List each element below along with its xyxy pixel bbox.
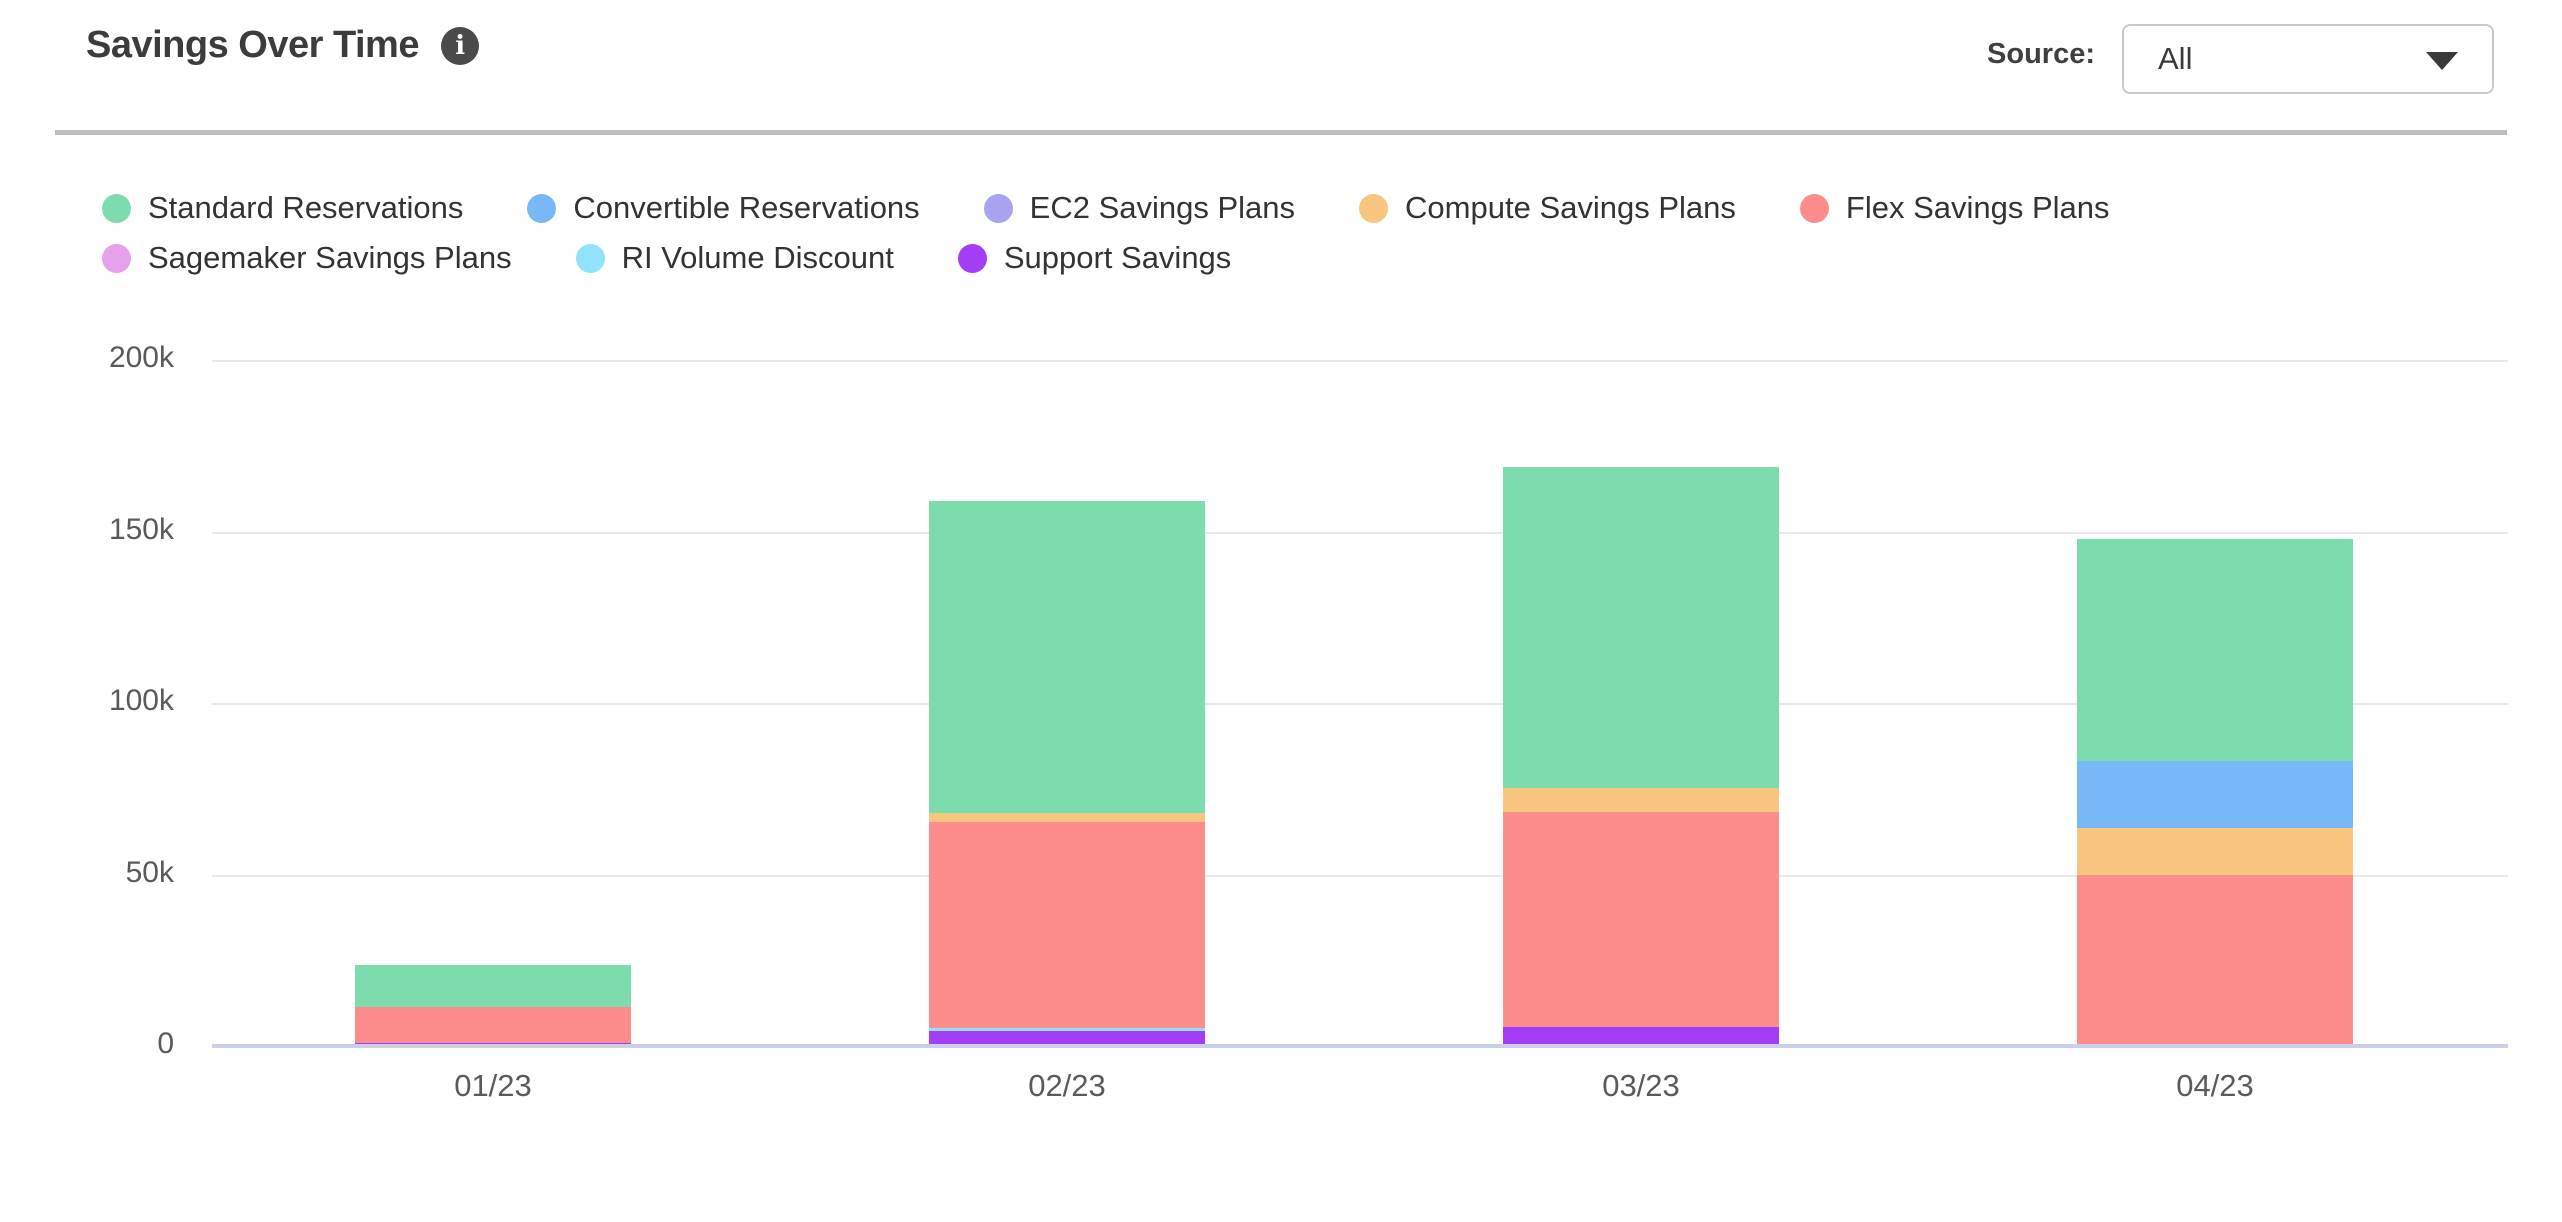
bar-segment-flex-savings-plans[interactable] [355,1007,631,1043]
bar-03-23 [1503,467,1779,1046]
bar-01-23 [355,965,631,1046]
legend-item-convertible-reservations[interactable]: Convertible Reservations [527,190,920,226]
info-icon[interactable]: i [440,26,479,65]
legend-row: Standard Reservations Convertible Reserva… [102,190,2110,226]
legend-swatch-icon [102,193,131,223]
legend-label: RI Volume Discount [621,240,894,275]
legend-item-ec2-savings-plans[interactable]: EC2 Savings Plans [983,190,1296,226]
gridline [212,531,2508,534]
legend-swatch-icon [102,243,131,273]
bar-segment-standard-reservations[interactable] [1503,467,1779,789]
bar-segment-ri-volume-discount[interactable] [929,1027,1205,1031]
chart-legend: Standard Reservations Convertible Reserva… [102,190,2110,276]
legend-item-sagemaker-savings-plans[interactable]: Sagemaker Savings Plans [102,240,512,276]
bar-segment-standard-reservations[interactable] [929,500,1205,813]
x-axis-tick-label: 04/23 [2176,1068,2254,1103]
bar-02-23 [929,500,1205,1046]
legend-item-compute-savings-plans[interactable]: Compute Savings Plans [1359,190,1736,226]
header-divider [55,130,2507,135]
legend-label: Standard Reservations [148,190,464,225]
legend-swatch-icon [1359,193,1389,223]
x-axis-line [212,1044,2508,1048]
bar-segment-standard-reservations[interactable] [355,965,631,1008]
legend-label: Flex Savings Plans [1845,190,2110,225]
bar-segment-support-savings[interactable] [929,1030,1205,1046]
page-title-row: Savings Over Time i [86,24,479,67]
x-axis-tick-label: 03/23 [1602,1068,1680,1103]
legend-item-standard-reservations[interactable]: Standard Reservations [102,190,463,226]
y-axis-tick-label: 0 [157,1027,174,1060]
y-axis-tick-label: 150k [108,512,174,546]
bar-segment-flex-savings-plans[interactable] [1503,812,1779,1028]
source-dropdown-value: All [2158,41,2193,76]
legend-label: EC2 Savings Plans [1029,190,1296,225]
bar-segment-flex-savings-plans[interactable] [2077,874,2353,1046]
legend-swatch-icon [957,243,987,273]
bar-segment-compute-savings-plans[interactable] [1503,788,1779,813]
source-label: Source: [1987,38,2095,70]
bar-04-23 [2077,539,2353,1046]
y-axis-tick-label: 50k [125,855,174,889]
bar-segment-compute-savings-plans[interactable] [2077,827,2353,875]
legend-label: Support Savings [1003,240,1232,275]
source-dropdown[interactable]: All [2122,24,2494,94]
legend-swatch-icon [527,193,557,223]
gridline [212,874,2508,877]
gridline [212,703,2508,705]
plot-area [212,360,2508,1048]
bar-segment-flex-savings-plans[interactable] [929,821,1205,1028]
legend-swatch-icon [1799,193,1829,223]
x-axis-tick-label: 01/23 [454,1068,532,1103]
legend-label: Sagemaker Savings Plans [148,240,512,275]
chevron-down-icon [2426,52,2458,70]
legend-item-flex-savings-plans[interactable]: Flex Savings Plans [1799,190,2110,226]
legend-label: Convertible Reservations [573,190,920,225]
bar-segment-compute-savings-plans[interactable] [929,812,1205,822]
legend-swatch-icon [575,243,605,273]
legend-row: Sagemaker Savings Plans RI Volume Discoun… [102,240,2110,276]
bar-segment-support-savings[interactable] [1503,1027,1779,1046]
legend-swatch-icon [983,193,1013,223]
page-title: Savings Over Time [86,24,419,66]
bar-segment-standard-reservations[interactable] [2077,539,2353,761]
legend-label: Compute Savings Plans [1405,190,1736,225]
y-axis-tick-label: 100k [108,684,174,717]
x-axis-tick-label: 02/23 [1028,1068,1106,1103]
y-axis-tick-label: 200k [108,341,174,374]
bar-segment-convertible-reservations[interactable] [2077,760,2353,828]
legend-item-support-savings[interactable]: Support Savings [957,240,1232,276]
gridline [212,360,2508,362]
legend-item-ri-volume-discount[interactable]: RI Volume Discount [575,240,894,276]
